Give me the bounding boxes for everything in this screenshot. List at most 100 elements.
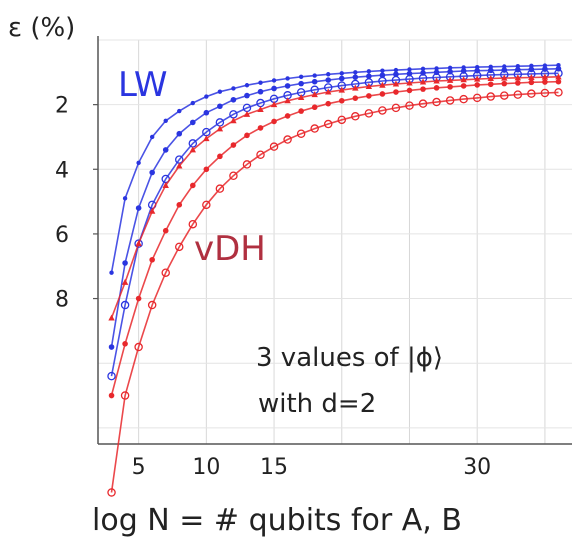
data-point [406, 87, 413, 94]
data-point [148, 207, 156, 214]
data-point [108, 344, 115, 350]
data-point [161, 268, 170, 277]
data-point [391, 103, 401, 113]
data-point [527, 89, 536, 98]
data-point [176, 202, 183, 208]
data-point [323, 119, 333, 129]
data-point [162, 181, 169, 188]
series-lw-circle [107, 69, 563, 381]
data-point [419, 78, 427, 85]
data-point [311, 78, 318, 85]
data-point [540, 88, 550, 98]
data-point [554, 88, 563, 97]
data-point [487, 81, 494, 88]
series-line [110, 80, 559, 396]
data-point [339, 71, 344, 76]
data-point [297, 94, 305, 101]
data-point [472, 93, 482, 103]
data-point [120, 391, 130, 400]
data-point [257, 105, 264, 112]
series-vdh-circle [107, 88, 563, 497]
data-point [176, 162, 183, 169]
data-point [134, 342, 143, 352]
data-point [311, 104, 318, 111]
series-line [110, 68, 559, 348]
data-point [298, 80, 304, 87]
data-point [229, 171, 238, 180]
data-point [434, 66, 439, 71]
data-point [312, 73, 317, 78]
data-point [433, 77, 440, 84]
data-point [122, 196, 128, 201]
series-lw-star [108, 65, 562, 350]
data-point [230, 142, 237, 148]
data-point [445, 96, 455, 105]
data-point [379, 72, 386, 79]
series-line [110, 72, 559, 377]
data-point [296, 129, 306, 138]
data-point [134, 239, 143, 248]
data-point [311, 91, 318, 98]
data-point [432, 97, 441, 107]
data-point [163, 118, 168, 124]
series-lw-dot [109, 63, 561, 275]
data-point [230, 96, 237, 103]
data-point [175, 242, 184, 252]
data-point [243, 110, 251, 117]
data-point [202, 200, 211, 210]
series-vdh-star [108, 78, 562, 399]
data-point [433, 85, 440, 91]
y-tick-label: 2 [55, 94, 69, 119]
x-tick-label: 10 [192, 455, 220, 480]
data-point [135, 205, 142, 211]
data-point [338, 97, 345, 104]
data-point [393, 89, 399, 95]
data-point [107, 488, 116, 497]
data-point [325, 77, 332, 83]
x-axis-label: log N = # qubits for A, B [92, 503, 462, 538]
data-point [326, 72, 331, 77]
data-point [242, 160, 252, 169]
data-point [189, 146, 196, 153]
data-point [378, 106, 387, 115]
series-line [110, 64, 559, 273]
axes [97, 36, 572, 445]
grid-lines [98, 39, 572, 444]
data-point [135, 295, 142, 302]
annotation-line-2: with d=2 [258, 389, 376, 419]
data-point [190, 100, 195, 106]
data-point [528, 79, 535, 86]
data-point [120, 300, 130, 310]
x-tick-label: 5 [132, 455, 146, 480]
data-point [420, 86, 426, 92]
data-point [136, 160, 141, 166]
data-point [310, 124, 319, 133]
data-point [231, 86, 236, 91]
data-point [176, 130, 183, 137]
data-point [284, 83, 291, 89]
data-point [459, 94, 468, 104]
data-point [541, 73, 549, 80]
data-point [405, 101, 414, 110]
data-point [528, 73, 535, 80]
data-point [352, 95, 359, 101]
data-point [379, 91, 386, 97]
data-point [203, 135, 210, 142]
data-point [501, 80, 508, 87]
data-point [271, 85, 277, 92]
data-point [366, 69, 372, 74]
data-point [392, 80, 400, 87]
data-point [108, 314, 115, 321]
data-point [380, 68, 385, 73]
data-point [109, 270, 114, 275]
data-point [325, 100, 332, 107]
data-point [122, 260, 128, 266]
data-point [353, 70, 358, 75]
data-point [270, 101, 278, 108]
data-point [555, 73, 562, 80]
data-point [217, 153, 223, 160]
data-point [121, 278, 129, 285]
data-point [393, 71, 399, 78]
series-vdh-triangle [108, 73, 562, 321]
tick-labels: 2 4 6 8 5 10 15 30 [55, 94, 491, 480]
